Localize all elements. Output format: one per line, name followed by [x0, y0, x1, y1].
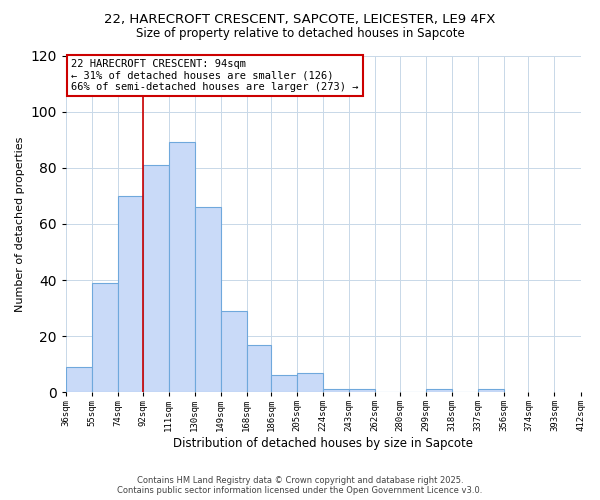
X-axis label: Distribution of detached houses by size in Sapcote: Distribution of detached houses by size … — [173, 437, 473, 450]
Text: Size of property relative to detached houses in Sapcote: Size of property relative to detached ho… — [136, 28, 464, 40]
Bar — [247, 344, 271, 392]
Bar — [169, 142, 194, 392]
Text: 22, HARECROFT CRESCENT, SAPCOTE, LEICESTER, LE9 4FX: 22, HARECROFT CRESCENT, SAPCOTE, LEICEST… — [104, 12, 496, 26]
Bar — [194, 207, 221, 392]
Bar — [426, 390, 452, 392]
Bar — [221, 311, 247, 392]
Bar — [349, 390, 375, 392]
Bar — [118, 196, 143, 392]
Bar — [143, 165, 169, 392]
Bar — [66, 367, 92, 392]
Bar — [323, 390, 349, 392]
Text: Contains HM Land Registry data © Crown copyright and database right 2025.
Contai: Contains HM Land Registry data © Crown c… — [118, 476, 482, 495]
Bar — [478, 390, 504, 392]
Y-axis label: Number of detached properties: Number of detached properties — [15, 136, 25, 312]
Text: 22 HARECROFT CRESCENT: 94sqm
← 31% of detached houses are smaller (126)
66% of s: 22 HARECROFT CRESCENT: 94sqm ← 31% of de… — [71, 59, 359, 92]
Bar — [271, 376, 297, 392]
Bar — [297, 372, 323, 392]
Bar — [92, 283, 118, 392]
